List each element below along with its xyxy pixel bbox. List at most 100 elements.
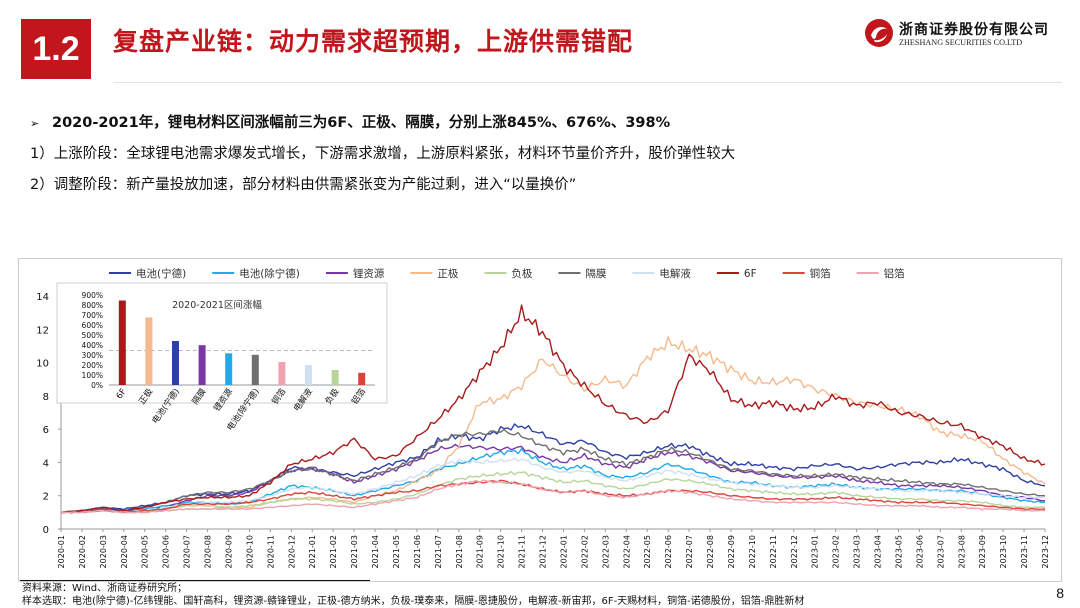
x-tick-label: 2022-02 — [580, 535, 589, 568]
legend-label: 负极 — [511, 267, 532, 280]
x-tick-label: 2022-08 — [706, 535, 715, 568]
x-tick-label: 2020-10 — [245, 535, 254, 568]
x-tick-label: 2020-03 — [99, 535, 108, 568]
logo-name-en: ZHESHANG SECURITIES CO.LTD — [899, 38, 1023, 47]
x-tick-label: 2021-12 — [539, 535, 548, 568]
x-tick-label: 2020-06 — [162, 535, 171, 568]
legend-label: 电解液 — [659, 267, 691, 280]
inset-bar — [358, 372, 366, 385]
inset-y-tick-label: 100% — [82, 371, 103, 380]
source-line-2: 样本选取：电池(除宁德)-亿纬锂能、国轩高科，锂资源-赣锋锂业，正极-德方纳米，… — [22, 596, 805, 607]
key-point-summary: ➢ 2020-2021年，锂电材料区间涨幅前三为6F、正极、隔膜，分别上涨845%… — [30, 108, 735, 139]
x-tick-label: 2023-11 — [1020, 535, 1029, 568]
x-tick-label: 2021-07 — [434, 535, 443, 568]
x-tick-label: 2021-05 — [392, 535, 401, 568]
inset-y-tick-label: 500% — [82, 331, 103, 340]
x-tick-label: 2021-06 — [413, 535, 422, 568]
legend-label: 电池(宁德) — [136, 267, 186, 280]
inset-y-tick-label: 300% — [82, 351, 103, 360]
series-line — [60, 479, 1046, 514]
chart-frame: 0 2 4 6 8 10 12 14 2020-01 2020-02 2020-03 2020-04 2… — [18, 258, 1062, 582]
stock-index-line-chart: 0 2 4 6 8 10 12 14 2020-01 2020-02 2020-03 2020-04 2… — [36, 267, 1050, 568]
x-tick-label: 2023-06 — [915, 535, 924, 568]
inset-bar — [278, 362, 286, 385]
x-tick-label: 2020-08 — [204, 535, 213, 568]
slide-title: 复盘产业链：动力需求超预期，上游供需错配 — [113, 27, 634, 56]
logo-name-cn: 浙商证券股份有限公司 — [899, 22, 1049, 38]
x-tick-label: 2020-11 — [266, 535, 275, 568]
x-tick-label: 2022-05 — [643, 535, 652, 568]
legend-label: 电池(除宁德) — [239, 267, 300, 280]
company-logo: 浙商证券股份有限公司 ZHESHANG SECURITIES CO.LTD — [864, 18, 1064, 52]
x-tick-label: 2020-12 — [287, 535, 296, 568]
x-tick-label: 2020-09 — [224, 535, 233, 568]
inset-y-tick-label: 900% — [82, 291, 103, 300]
y-tick-label: 14 — [36, 292, 49, 303]
x-tick-label: 2021-10 — [497, 535, 506, 568]
x-tick-label: 2020-02 — [78, 535, 87, 568]
inset-bar — [118, 300, 126, 385]
x-tick-label: 2022-09 — [727, 535, 736, 568]
source-notes: 资料来源：Wind、浙商证券研究所； 样本选取：电池(除宁德)-亿纬锂能、国轩高… — [22, 582, 804, 608]
inset-bar — [225, 353, 233, 385]
x-tick-label: 2021-11 — [518, 535, 527, 568]
section-number-badge: 1.2 — [21, 19, 91, 79]
inset-bar — [251, 354, 259, 385]
x-tick-label: 2021-08 — [455, 535, 464, 568]
header-divider — [113, 82, 1062, 83]
x-tick-label: 2021-09 — [476, 535, 485, 568]
x-tick-label: 2022-04 — [622, 535, 631, 568]
x-tick-label: 2020-05 — [141, 535, 150, 568]
source-divider — [20, 580, 370, 581]
x-tick-label: 2023-03 — [853, 535, 862, 568]
x-tick-label: 2020-01 — [57, 535, 66, 568]
inset-bar — [145, 317, 153, 385]
source-line-1: 资料来源：Wind、浙商证券研究所； — [22, 583, 188, 594]
legend-label: 铜箔 — [810, 267, 831, 280]
x-tick-label: 2023-04 — [874, 535, 883, 568]
bullet-arrow-icon: ➢ — [30, 117, 40, 130]
x-tick-label: 2023-01 — [811, 535, 820, 568]
x-tick-label: 2022-03 — [601, 535, 610, 568]
inset-bar — [198, 345, 206, 385]
inset-y-tick-label: 400% — [82, 341, 103, 350]
x-tick-label: 2021-04 — [371, 535, 380, 568]
y-tick-label: 8 — [43, 392, 49, 403]
x-tick-label: 2023-10 — [999, 535, 1008, 568]
key-point-text: 2020-2021年，锂电材料区间涨幅前三为6F、正极、隔膜，分别上涨845%、… — [52, 115, 671, 131]
series-line — [60, 479, 1046, 514]
x-tick-label: 2022-01 — [559, 535, 568, 568]
inset-bar — [331, 370, 339, 385]
x-tick-label: 2021-02 — [329, 535, 338, 568]
key-points: ➢ 2020-2021年，锂电材料区间涨幅前三为6F、正极、隔膜，分别上涨845%… — [30, 108, 735, 201]
logo-mark-icon — [865, 19, 893, 47]
inset-bar — [305, 365, 312, 385]
x-tick-label: 2022-06 — [664, 535, 673, 568]
y-tick-label: 4 — [43, 458, 49, 469]
page-number: 8 — [1056, 585, 1064, 601]
x-tick-label: 2023-05 — [894, 535, 903, 568]
y-tick-label: 2 — [43, 492, 49, 503]
inset-y-tick-label: 0% — [91, 381, 103, 390]
inset-chart-title: 2020-2021区间涨幅 — [172, 299, 262, 311]
x-tick-label: 2023-08 — [957, 535, 966, 568]
x-tick-label: 2023-02 — [832, 535, 841, 568]
key-point-rise-stage: 1）上涨阶段：全球锂电池需求爆发式增长，下游需求激增，上游原料紧张，材料环节量价… — [30, 146, 736, 162]
x-tick-label: 2022-11 — [769, 535, 778, 568]
inset-y-tick-label: 800% — [82, 301, 103, 310]
y-tick-label: 6 — [43, 425, 49, 436]
x-tick-label: 2022-12 — [790, 535, 799, 568]
x-tick-label: 2023-07 — [936, 535, 945, 568]
legend-label: 锂资源 — [353, 267, 385, 280]
series-line — [60, 470, 1046, 514]
x-tick-label: 2022-10 — [748, 535, 757, 568]
series-line — [60, 304, 1046, 514]
inset-y-tick-label: 200% — [82, 361, 103, 370]
series-line — [60, 423, 1046, 514]
series-line — [60, 336, 1046, 514]
y-tick-label: 0 — [43, 525, 49, 536]
legend-label: 隔膜 — [585, 268, 606, 280]
x-tick-label: 2023-12 — [1041, 535, 1050, 568]
x-tick-label: 2021-03 — [350, 535, 359, 568]
series-line — [60, 448, 1046, 514]
